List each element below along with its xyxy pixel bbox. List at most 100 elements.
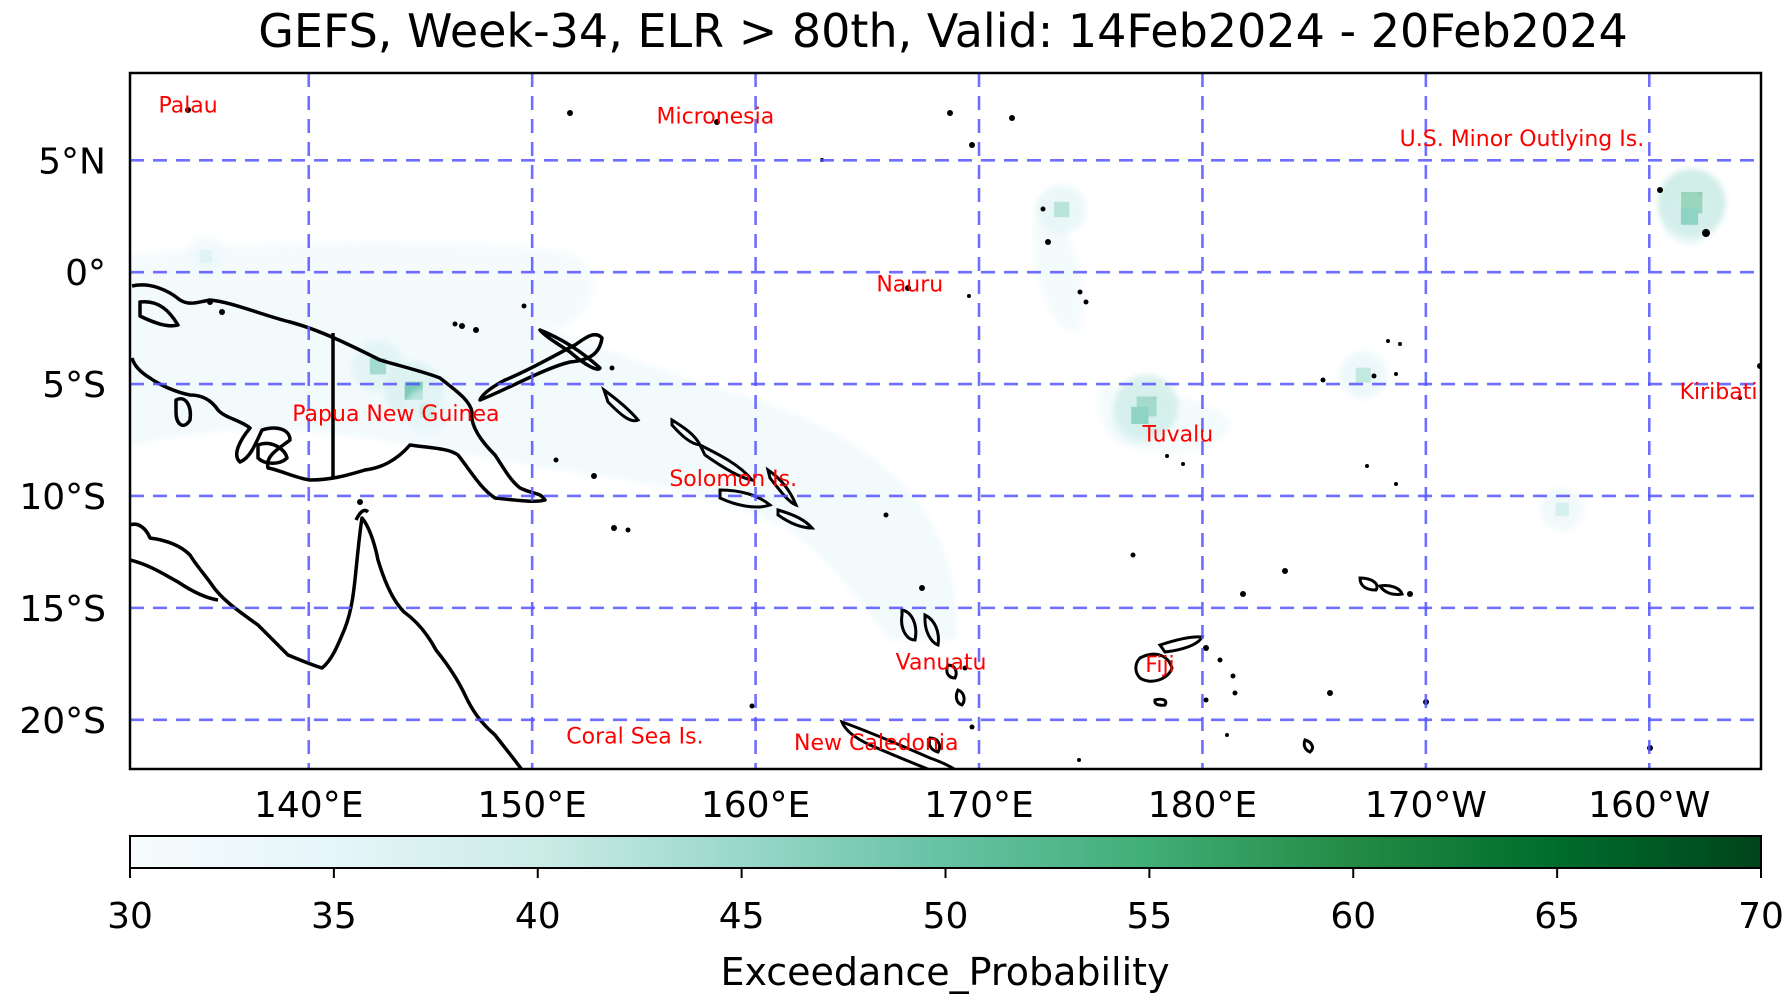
- island-dot: [357, 499, 363, 505]
- colorbar-tick-label: 30: [107, 896, 153, 937]
- exceedance-hotspot: [1555, 502, 1569, 517]
- island-dot: [219, 309, 225, 315]
- island-dot: [207, 299, 213, 305]
- island-santa-isabel: [696, 441, 756, 483]
- island-dot: [1130, 552, 1136, 558]
- island-dot: [1282, 568, 1288, 574]
- island-dot: [609, 365, 615, 371]
- map-frame: [128, 71, 1763, 771]
- country-label: Vanuatu: [896, 651, 987, 676]
- coastline-west-papua-south: [256, 441, 289, 465]
- gridlines: [130, 73, 1761, 769]
- exceedance-hotspot: [1131, 406, 1149, 425]
- island-viti-levu: [1134, 652, 1174, 683]
- island-dot: [1203, 645, 1209, 651]
- island-dot: [969, 142, 975, 148]
- exceedance-hotspot: [199, 250, 213, 263]
- map-panel: Palau Micronesia U.S. Minor Outlying Is. Na…: [128, 71, 1763, 771]
- island-makira: [776, 507, 816, 530]
- longitude-tick-label: 140°E: [254, 785, 363, 826]
- island-dot: [919, 585, 925, 591]
- island-dot: [553, 457, 559, 463]
- island-dot: [1225, 733, 1229, 737]
- coastlines: [130, 283, 604, 769]
- island-dot: [611, 525, 617, 531]
- colorbar-tick-label: 55: [1126, 896, 1172, 937]
- island-dot: [473, 327, 479, 333]
- island-new-caledonia: [839, 719, 957, 769]
- island-efate: [945, 663, 958, 680]
- island-dot: [1077, 289, 1083, 295]
- island-dot: [905, 285, 911, 291]
- longitude-tick-label: 160°W: [1588, 785, 1710, 826]
- island-loyalty: [927, 736, 942, 754]
- colorbar-ticks: 30 35 40 45 50 55 60 65 70: [107, 868, 1784, 937]
- colorbar-tick-label: 35: [311, 896, 357, 937]
- coastline-nt: [130, 558, 219, 602]
- island-dot: [1077, 758, 1081, 762]
- coastline-new-guinea: [130, 283, 547, 503]
- colorbar: 30 35 40 45 50 55 60 65 70 Exceedance_Probabilit…: [107, 835, 1784, 994]
- island-dot: [1232, 690, 1238, 696]
- island-dot: [452, 321, 458, 327]
- longitude-tick-label: 180°E: [1148, 785, 1257, 826]
- latitude-tick-label: 5°N: [38, 141, 106, 182]
- latitude-tick-label: 20°S: [19, 701, 106, 742]
- country-label: Papua New Guinea: [292, 402, 499, 427]
- country-label: U.S. Minor Outlying Is.: [1400, 127, 1645, 152]
- exceedance-band-north: [130, 240, 594, 330]
- island-dot: [1657, 187, 1663, 193]
- exceedance-band: [130, 260, 957, 640]
- colorbar-ramp: [129, 835, 1762, 869]
- latitude-tick-label: 10°S: [19, 477, 106, 518]
- island-dot: [1394, 482, 1398, 486]
- country-label: Tuvalu: [1142, 422, 1214, 447]
- island-dot: [1181, 462, 1185, 466]
- island-dot: [967, 294, 971, 298]
- coastline-australia: [130, 516, 524, 769]
- island-dot: [1083, 299, 1089, 305]
- island-dot: [1407, 591, 1413, 597]
- island-dot: [1394, 372, 1398, 376]
- island-bougainville: [601, 386, 641, 423]
- island-dot: [1365, 464, 1369, 468]
- exceedance-hotspots: [185, 168, 1726, 532]
- island-dot: [1203, 697, 1209, 703]
- island-dot: [1217, 657, 1223, 663]
- island-upolu: [1377, 584, 1404, 596]
- island-dot: [1398, 342, 1402, 346]
- exceedance-hotspot: [419, 403, 435, 419]
- colorbar-tick-label: 45: [719, 896, 765, 937]
- colorbar-tick-label: 70: [1738, 896, 1784, 937]
- country-label: Coral Sea Is.: [566, 724, 703, 749]
- island-dot: [625, 527, 631, 533]
- island-malaita: [765, 466, 799, 508]
- island-dot: [1240, 591, 1246, 597]
- colorbar-tick-label: 65: [1534, 896, 1580, 937]
- island-dot: [1327, 690, 1333, 696]
- island-dot: [1009, 115, 1015, 121]
- colorbar-tick-label: 40: [515, 896, 561, 937]
- coastline-bird-head: [138, 300, 180, 328]
- longitude-tick-labels: 140°E 150°E 160°E 170°E 180°E 170°W 160°W: [254, 785, 1710, 826]
- exceedance-hotspot: [1053, 201, 1070, 218]
- exceedance-hotspot: [1355, 367, 1371, 383]
- island-dot: [947, 110, 953, 116]
- island-espiritu-santo: [900, 608, 918, 642]
- island-dot: [1738, 396, 1742, 400]
- exceedance-hotspot: [1680, 207, 1699, 225]
- island-dot: [1371, 373, 1377, 379]
- islands: [601, 386, 1404, 769]
- island-dot: [185, 107, 191, 113]
- colorbar-label: Exceedance_Probability: [720, 950, 1169, 994]
- island-dot: [1230, 673, 1236, 679]
- island-malekula: [923, 612, 940, 648]
- latitude-tick-label: 15°S: [19, 589, 106, 630]
- longitude-tick-label: 170°E: [924, 785, 1033, 826]
- longitude-tick-label: 160°E: [701, 785, 810, 826]
- island-dot: [1386, 339, 1390, 343]
- colorbar-tick-label: 50: [923, 896, 969, 937]
- figure-title: GEFS, Week-34, ELR > 80th, Valid: 14Feb2…: [258, 4, 1628, 58]
- country-labels: Palau Micronesia U.S. Minor Outlying Is. Na…: [158, 93, 1757, 756]
- country-label: Fiji: [1145, 653, 1174, 678]
